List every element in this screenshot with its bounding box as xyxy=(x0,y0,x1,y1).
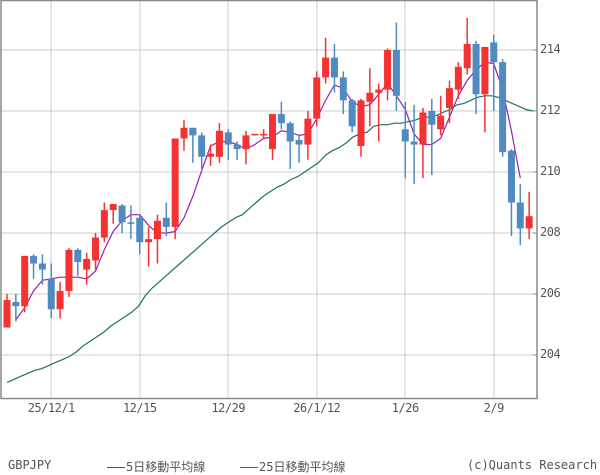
ma25-legend-label: 25日移動平均線 xyxy=(259,460,346,474)
candle-up xyxy=(145,239,153,243)
candle-down xyxy=(30,255,38,264)
legend-ma25: 25日移動平均線 xyxy=(240,458,345,475)
candle-up xyxy=(100,210,108,238)
candle-down xyxy=(392,50,400,96)
candle-up xyxy=(437,115,445,130)
x-tick-label: 12/29 xyxy=(211,401,246,415)
y-tick-label: 204 xyxy=(540,347,561,361)
ma5-line xyxy=(15,61,521,321)
candle-down xyxy=(118,205,126,223)
y-tick-label: 206 xyxy=(540,286,561,300)
candle-up xyxy=(446,88,453,108)
ma5-legend-label: 5日移動平均線 xyxy=(126,460,206,474)
candle-up xyxy=(92,237,99,261)
candle-up xyxy=(251,133,259,136)
candle-up xyxy=(207,153,215,157)
candle-up xyxy=(56,290,64,310)
candle-up xyxy=(419,112,427,145)
candle-up xyxy=(384,50,392,90)
candle-down xyxy=(162,217,170,227)
candle-down xyxy=(74,249,82,262)
candlestick-chart xyxy=(0,0,538,400)
candle-up xyxy=(481,46,489,95)
candle-up xyxy=(357,100,365,147)
candle-up xyxy=(375,89,383,93)
x-tick-label: 12/15 xyxy=(122,401,157,415)
legend-ma5: 5日移動平均線 xyxy=(107,458,205,475)
candle-down xyxy=(277,114,285,124)
candle-down xyxy=(507,150,515,203)
ma25-legend-line-icon xyxy=(240,467,258,468)
candle-up xyxy=(366,92,374,102)
candle-up xyxy=(304,118,312,145)
candle-down xyxy=(472,43,480,95)
y-tick-label: 212 xyxy=(540,103,561,117)
symbol-label: GBPJPY xyxy=(8,458,52,472)
plot-frame xyxy=(0,0,538,400)
candle-down xyxy=(401,129,409,142)
candle-down xyxy=(127,222,135,224)
candle-up xyxy=(21,255,29,307)
candle-down xyxy=(224,132,232,145)
candle-down xyxy=(330,57,338,78)
candle-down xyxy=(428,111,436,125)
candle-up xyxy=(83,258,91,270)
candle-up xyxy=(260,133,268,136)
x-tick-label: 2/9 xyxy=(483,401,505,415)
candle-up xyxy=(3,300,11,328)
candle-down xyxy=(490,42,498,63)
x-tick-label: 1/26 xyxy=(391,401,419,415)
x-tick-label: 25/12/1 xyxy=(27,401,76,415)
candle-down xyxy=(339,77,347,101)
y-tick-label: 208 xyxy=(540,225,561,239)
candle-down xyxy=(499,62,507,153)
copyright: (c)Quants Research xyxy=(467,458,598,472)
candle-down xyxy=(47,278,55,310)
candle-up xyxy=(463,43,471,69)
candle-down xyxy=(348,100,356,127)
candle-up xyxy=(242,135,250,150)
candle-down xyxy=(38,263,46,270)
candle-up xyxy=(171,138,179,227)
candle-up xyxy=(65,249,73,291)
candle-down xyxy=(295,139,303,145)
candle-down xyxy=(410,141,418,145)
candle-up xyxy=(215,130,223,157)
candle-down xyxy=(189,127,197,136)
candle-down xyxy=(233,144,241,150)
ma25-line xyxy=(6,95,534,384)
candle-up xyxy=(454,66,462,90)
candle-down xyxy=(286,123,294,142)
candle-down xyxy=(136,217,144,243)
candle-down xyxy=(198,135,206,157)
candle-down xyxy=(12,301,20,307)
y-tick-label: 210 xyxy=(540,164,561,178)
candle-up xyxy=(313,77,321,119)
candle-down xyxy=(516,202,524,229)
candle-up xyxy=(322,57,330,78)
candle-up xyxy=(525,216,533,229)
ma5-legend-line-icon xyxy=(107,467,125,468)
y-tick-label: 214 xyxy=(540,42,561,56)
candle-up xyxy=(269,114,276,150)
candle-up xyxy=(153,220,161,240)
candle-up xyxy=(109,204,117,211)
candle-up xyxy=(180,127,188,139)
x-tick-label: 26/1/12 xyxy=(293,401,341,415)
